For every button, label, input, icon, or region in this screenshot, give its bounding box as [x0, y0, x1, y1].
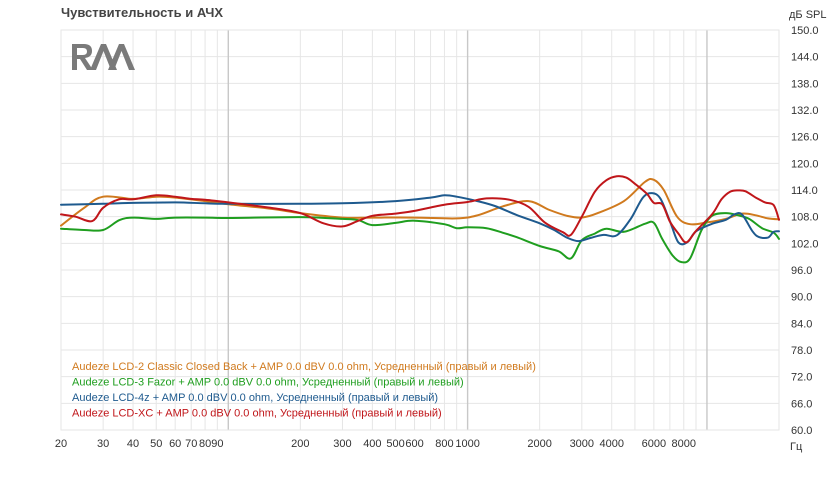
y-tick-label: 114.0 — [791, 185, 818, 197]
y-axis-unit: дБ SPL — [789, 9, 827, 21]
legend-series-suffix: , Усредненный (правый и левый) — [270, 392, 438, 404]
y-tick-label: 72.0 — [791, 372, 812, 384]
x-tick-label: 20 — [55, 438, 67, 450]
y-tick-label: 96.0 — [791, 265, 812, 277]
y-tick-label: 90.0 — [791, 292, 812, 304]
x-tick-label: 8000 — [672, 438, 696, 450]
y-tick-label: 84.0 — [791, 318, 812, 330]
x-tick-label: 60 — [169, 438, 181, 450]
x-tick-label: 40 — [127, 438, 139, 450]
series-line-lcd-xc — [60, 175, 780, 244]
x-tick-label: 2000 — [527, 438, 551, 450]
x-tick-label: 200 — [291, 438, 309, 450]
legend-series-suffix: , Усредненный (правый и левый) — [368, 361, 536, 373]
legend-series-suffix: , Усредненный (правый и левый) — [296, 377, 464, 389]
x-axis-unit: Гц — [790, 441, 803, 453]
y-axis-ticks: 60.0 66.0 72.0 78.0 84.0 90.0 96.0 102.0 108.0 11… — [791, 25, 819, 437]
x-tick-label: 30 — [97, 438, 109, 450]
x-axis-ticks: 20 30 40 50 60 70 80 90 200 300 400 500 600 800 1000 20… — [55, 438, 696, 450]
legend-entry-lcd-4z: Audeze LCD-4z + AMP 0.0 dBV 0.0 ohm, Уср… — [72, 392, 438, 404]
chart-grid — [60, 29, 780, 431]
raa-logo-icon — [72, 44, 135, 70]
plot-frame — [60, 29, 780, 431]
y-tick-label: 66.0 — [791, 398, 812, 410]
legend-entry-lcd-3-fazor: Audeze LCD-3 Fazor + AMP 0.0 dBV 0.0 ohm… — [72, 377, 464, 389]
x-tick-label: 800 — [435, 438, 453, 450]
legend-series-name: Audeze LCD-2 Classic Closed Back + AMP 0… — [72, 361, 368, 373]
legend-series-name: Audeze LCD-XC + AMP 0.0 dBV 0.0 ohm — [72, 408, 274, 420]
legend-series-suffix: , Усредненный (правый и левый) — [274, 408, 442, 420]
y-tick-label: 102.0 — [791, 238, 819, 250]
x-tick-label: 300 — [333, 438, 351, 450]
chart-title: Чувствительность и АЧХ — [61, 5, 223, 20]
series-line-lcd-3-fazor — [60, 212, 780, 264]
y-tick-label: 150.0 — [791, 25, 819, 37]
x-tick-label: 500 — [386, 438, 404, 450]
y-tick-label: 78.0 — [791, 345, 812, 357]
y-tick-label: 108.0 — [791, 212, 819, 224]
x-tick-label: 80 — [199, 438, 211, 450]
y-tick-label: 126.0 — [791, 132, 819, 144]
series-line-lcd-4z — [60, 192, 780, 246]
x-tick-label: 90 — [211, 438, 223, 450]
y-tick-label: 132.0 — [791, 105, 819, 117]
y-tick-label: 144.0 — [791, 52, 819, 64]
x-tick-label: 70 — [185, 438, 197, 450]
x-tick-label: 400 — [363, 438, 381, 450]
legend-series-name: Audeze LCD-3 Fazor + AMP 0.0 dBV 0.0 ohm — [72, 377, 296, 389]
legend-entry-lcd-xc: Audeze LCD-XC + AMP 0.0 dBV 0.0 ohm, Уср… — [72, 408, 442, 420]
x-tick-label: 1000 — [455, 438, 479, 450]
x-tick-label: 3000 — [570, 438, 594, 450]
legend-entry-lcd-2-classic-closed-back: Audeze LCD-2 Classic Closed Back + AMP 0… — [72, 361, 536, 373]
y-tick-label: 120.0 — [791, 158, 819, 170]
series-lines — [60, 175, 780, 264]
x-tick-label: 6000 — [642, 438, 666, 450]
x-tick-label: 50 — [150, 438, 162, 450]
x-tick-label: 4000 — [599, 438, 623, 450]
legend-series-name: Audeze LCD-4z + AMP 0.0 dBV 0.0 ohm — [72, 392, 270, 404]
legend: Audeze LCD-2 Classic Closed Back + AMP 0… — [72, 361, 536, 420]
y-tick-label: 138.0 — [791, 78, 819, 90]
x-tick-label: 600 — [405, 438, 423, 450]
y-tick-label: 60.0 — [791, 425, 812, 437]
